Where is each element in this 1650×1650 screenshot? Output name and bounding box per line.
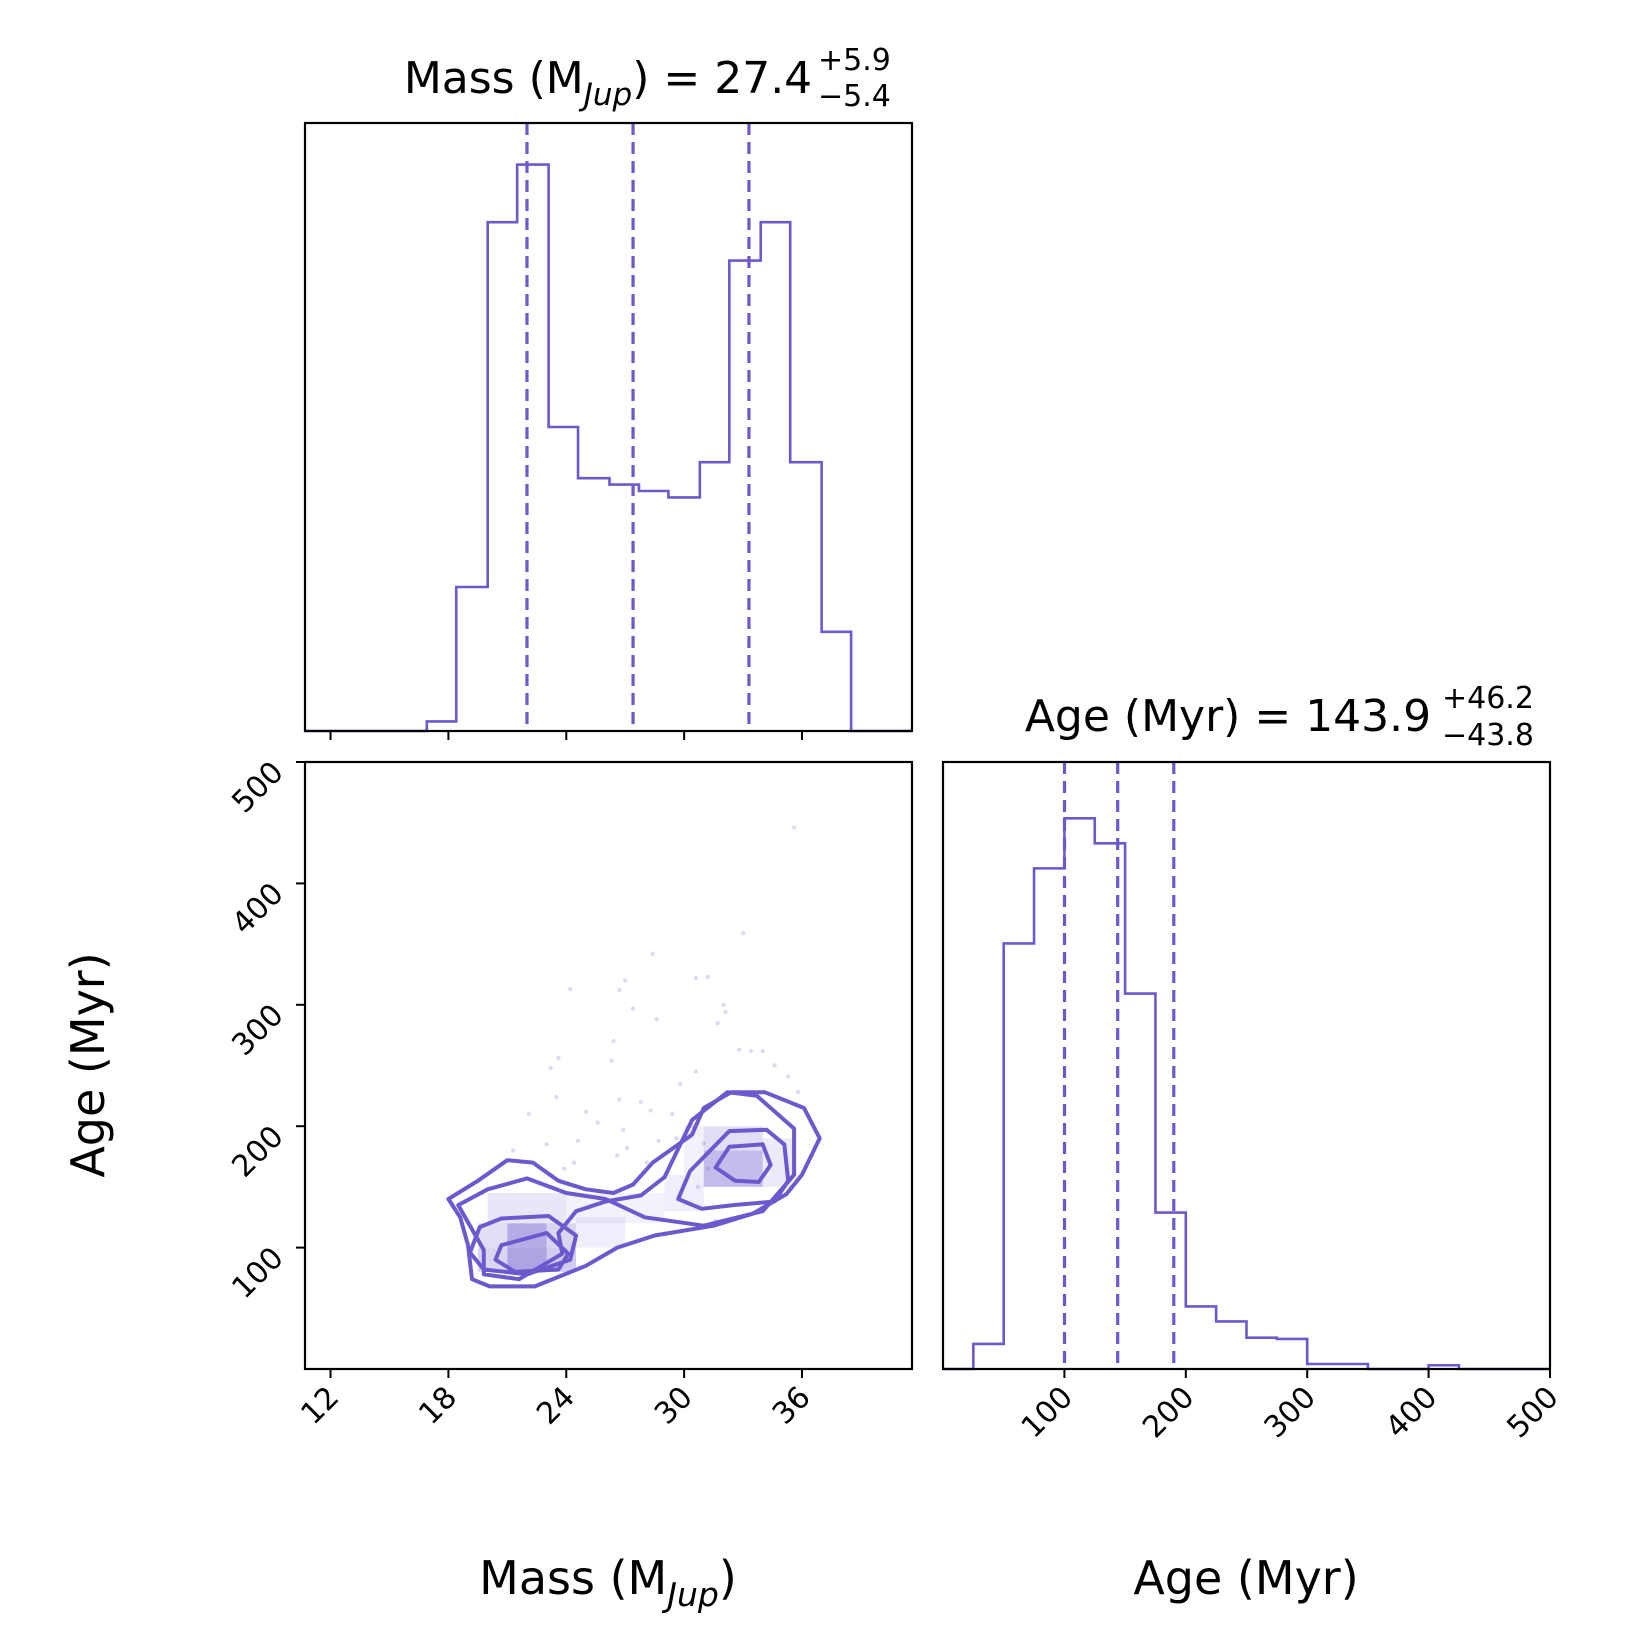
age-ytick-label-4: 500 [225, 755, 290, 820]
joint-scatter-point-36 [544, 1142, 549, 1147]
age-histogram-xticks: 100 200 300 400 500 [1015, 1369, 1566, 1445]
mass-histogram [305, 163, 912, 733]
age-ytick-label-0: 100 [225, 1241, 290, 1306]
mass-title: Mass (MJup) = 27.4 [404, 53, 812, 113]
age-xtick-label-3: 400 [1379, 1380, 1444, 1445]
joint-scatter-point-1 [740, 930, 746, 936]
joint-xticks: 12 18 24 30 36 [294, 1369, 818, 1432]
age-ytick-label-1: 200 [225, 1119, 290, 1184]
joint-yticks: 100 200 300 400 500 [225, 755, 305, 1306]
joint-scatter-point-22 [786, 1074, 791, 1079]
joint-panel: 12 18 24 30 36 100 200 300 400 500 Mass (MJup) A… [61, 755, 914, 1614]
mass-title-minus: −5.4 [818, 79, 891, 114]
joint-scatter-point-13 [611, 1039, 616, 1044]
age-axis-label-y: Age (Myr) [61, 952, 115, 1177]
mass-histogram-xticks [329, 731, 803, 740]
joint-scatter-point-16 [748, 1048, 754, 1054]
age-xtick-label-1: 200 [1136, 1380, 1201, 1445]
age-xtick-label-0: 100 [1015, 1380, 1080, 1445]
joint-scatter-point-32 [595, 1120, 600, 1125]
mass-xtick-label-1: 18 [412, 1380, 464, 1432]
age-xtick-label-4: 500 [1500, 1380, 1565, 1445]
age-title-minus: −43.8 [1442, 718, 1534, 753]
mass-histogram-frame [303, 121, 914, 733]
mass-xtick-label-4: 36 [766, 1380, 818, 1432]
age-histogram-step [943, 817, 1550, 1371]
joint-scatter-point-0 [791, 825, 797, 830]
joint-scatter-point-10 [723, 1009, 728, 1015]
joint-scatter-point-23 [678, 1081, 683, 1086]
joint-scatter-point-24 [795, 1090, 801, 1095]
joint-contour-5 [446, 1090, 822, 1289]
joint-scatter-point-39 [615, 1153, 620, 1158]
age-histogram-panel: 100 200 300 400 500 Age (Myr) = 143.9 +46.2 … [941, 681, 1566, 1605]
joint-scatter-point-26 [638, 1099, 644, 1105]
joint-scatter-point-11 [654, 1017, 659, 1022]
mass-axis-label: Mass (MJup) [479, 1551, 737, 1614]
joint-scatter-point-30 [526, 1111, 532, 1117]
joint-scatter-point-21 [772, 1063, 777, 1068]
joint-scatter-point-19 [548, 1065, 553, 1071]
age-quantile-lines [1062, 762, 1176, 1369]
joint-scatter-point-48 [701, 1140, 706, 1146]
joint-scatter-point-7 [567, 986, 573, 992]
age-xtick-label-2: 300 [1258, 1380, 1323, 1445]
mass-title-plus: +5.9 [818, 43, 891, 78]
mass-quantile-lines [525, 123, 751, 731]
joint-scatter-point-37 [575, 1138, 581, 1143]
joint-scatter-point-27 [617, 1097, 622, 1102]
mass-xtick-label-3: 30 [648, 1380, 700, 1432]
joint-scatter-point-20 [693, 1069, 699, 1074]
joint-density-cells [477, 1126, 793, 1272]
mass-histogram-step [305, 163, 912, 733]
joint-contours [446, 1090, 822, 1289]
joint-scatter-point-25 [554, 1094, 559, 1100]
joint-scatter-point-40 [571, 1160, 577, 1165]
joint-density-cell-6 [576, 1217, 626, 1248]
age-title-plus: +46.2 [1442, 681, 1534, 716]
joint-scatter-point-35 [674, 1136, 679, 1141]
joint-scatter-point-33 [621, 1127, 626, 1133]
joint-scatter-points [511, 825, 801, 1228]
joint-scatter-point-28 [648, 1108, 653, 1113]
joint-scatter-point-42 [562, 1166, 567, 1171]
joint-frame [303, 760, 914, 1371]
joint-scatter-point-18 [609, 1058, 614, 1063]
joint-scatter-point-3 [705, 974, 710, 980]
age-title: Age (Myr) = 143.9 [1025, 691, 1431, 742]
mass-histogram-panel: Mass (MJup) = 27.4 +5.9 −5.4 [303, 43, 914, 740]
joint-scatter-point-15 [760, 1048, 765, 1054]
joint-scatter-point-43 [705, 1166, 710, 1171]
age-histogram [943, 817, 1550, 1371]
joint-scatter-point-8 [721, 1002, 726, 1007]
joint-contour-1 [713, 1142, 773, 1184]
age-ytick-label-2: 300 [225, 998, 290, 1063]
joint-contour-2 [468, 1214, 579, 1277]
joint-scatter-point-38 [624, 1145, 630, 1151]
age-histogram-frame [941, 760, 1552, 1371]
joint-scatter-point-4 [693, 975, 699, 981]
joint-scatter-point-49 [656, 1138, 661, 1143]
joint-contour-3 [676, 1127, 791, 1211]
joint-scatter-point-6 [617, 988, 622, 993]
joint-scatter-point-14 [736, 1047, 742, 1052]
age-ytick-label-3: 400 [225, 876, 290, 941]
joint-scatter-point-44 [695, 1184, 701, 1190]
joint-scatter-point-5 [622, 978, 628, 983]
age-axis-label-x: Age (Myr) [1133, 1551, 1358, 1605]
joint-scatter-point-31 [670, 1111, 675, 1117]
joint-scatter-point-17 [556, 1056, 561, 1061]
mass-xtick-label-2: 24 [530, 1380, 582, 1432]
joint-scatter-point-47 [644, 1160, 650, 1165]
joint-scatter-point-9 [630, 1006, 636, 1011]
joint-scatter-point-12 [715, 1020, 720, 1026]
joint-scatter-point-2 [650, 951, 655, 957]
joint-scatter-point-41 [511, 1148, 516, 1153]
joint-scatter-point-29 [583, 1109, 589, 1114]
joint-contour-0 [493, 1231, 571, 1274]
mass-xtick-label-0: 12 [294, 1380, 346, 1432]
